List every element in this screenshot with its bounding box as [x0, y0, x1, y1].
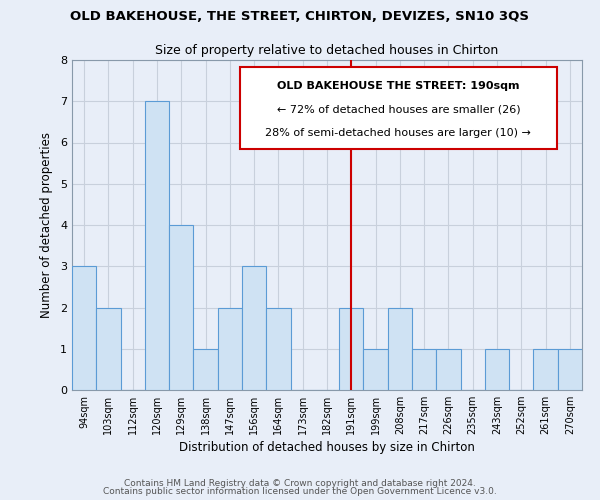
Y-axis label: Number of detached properties: Number of detached properties [40, 132, 53, 318]
Bar [193, 349, 218, 390]
Text: Contains public sector information licensed under the Open Government Licence v3: Contains public sector information licen… [103, 487, 497, 496]
Bar [558, 349, 582, 390]
Title: Size of property relative to detached houses in Chirton: Size of property relative to detached ho… [155, 44, 499, 58]
Bar [242, 266, 266, 390]
Bar [533, 349, 558, 390]
Bar [145, 101, 169, 390]
Bar [218, 308, 242, 390]
Bar [388, 308, 412, 390]
Bar [266, 308, 290, 390]
Bar [169, 225, 193, 390]
Text: Contains HM Land Registry data © Crown copyright and database right 2024.: Contains HM Land Registry data © Crown c… [124, 478, 476, 488]
Bar [485, 349, 509, 390]
Bar [96, 308, 121, 390]
X-axis label: Distribution of detached houses by size in Chirton: Distribution of detached houses by size … [179, 442, 475, 454]
Bar [436, 349, 461, 390]
FancyBboxPatch shape [240, 66, 557, 149]
Text: OLD BAKEHOUSE THE STREET: 190sqm: OLD BAKEHOUSE THE STREET: 190sqm [277, 80, 520, 90]
Text: 28% of semi-detached houses are larger (10) →: 28% of semi-detached houses are larger (… [265, 128, 532, 138]
Bar [72, 266, 96, 390]
Text: OLD BAKEHOUSE, THE STREET, CHIRTON, DEVIZES, SN10 3QS: OLD BAKEHOUSE, THE STREET, CHIRTON, DEVI… [71, 10, 530, 23]
Bar [412, 349, 436, 390]
Bar [339, 308, 364, 390]
Bar [364, 349, 388, 390]
Text: ← 72% of detached houses are smaller (26): ← 72% of detached houses are smaller (26… [277, 104, 520, 115]
